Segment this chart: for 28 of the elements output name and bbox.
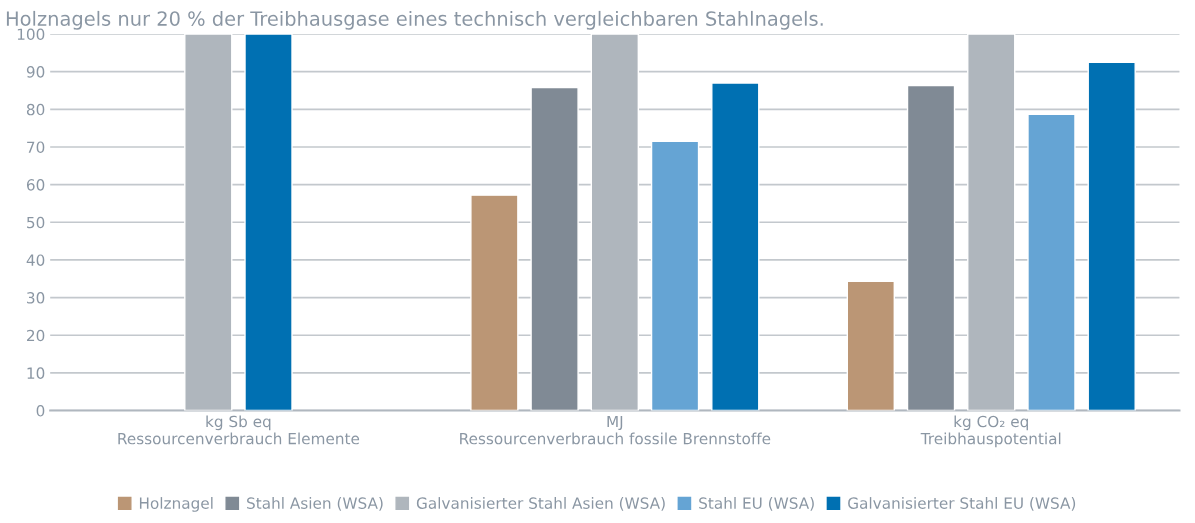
bar — [1027, 113, 1076, 411]
bar — [906, 84, 956, 411]
y-tick-label: 70 — [27, 141, 45, 153]
y-tick-label: 60 — [26, 179, 45, 191]
legend-label: Galvanisierter Stahl EU (WSA) — [848, 497, 1076, 511]
legend-label: Stahl Asien (WSA) — [247, 497, 383, 511]
y-tick-label: 80 — [26, 103, 45, 116]
bar — [470, 194, 519, 411]
y-tick-label: 50 — [27, 216, 45, 229]
x-tick-label: kg Sb eq Ressourcenverbrauch Elemente — [118, 415, 360, 445]
bar — [530, 86, 579, 411]
y-tick-label: 90 — [26, 66, 45, 78]
y-tick-label: 10 — [27, 367, 45, 379]
y-tick-label: 40 — [26, 254, 45, 266]
legend-label: Holznagel — [139, 497, 213, 512]
y-tick-label: 30 — [27, 292, 45, 304]
x-tick-label: MJ Ressourcenverbrauch fossile Brennstoffe — [460, 415, 771, 445]
y-tick-label: 20 — [27, 329, 45, 342]
x-tick-label: kg CO₂ eq Treibhauspotential — [920, 415, 1061, 448]
chart-title: Holznagels nur 20 % der Treibhausgase eines technisch vergleichbaren Stahlnagels. — [6, 10, 823, 30]
legend-label: Stahl EU (WSA) — [699, 497, 814, 511]
bar — [711, 82, 760, 411]
bar — [650, 140, 700, 411]
bar — [846, 280, 895, 411]
y-tick-label: 0 — [36, 405, 45, 417]
legend-label: Galvanisierter Stahl Asien (WSA) — [416, 497, 665, 511]
y-tick-label: 100 — [17, 28, 45, 41]
bar — [1087, 61, 1136, 411]
